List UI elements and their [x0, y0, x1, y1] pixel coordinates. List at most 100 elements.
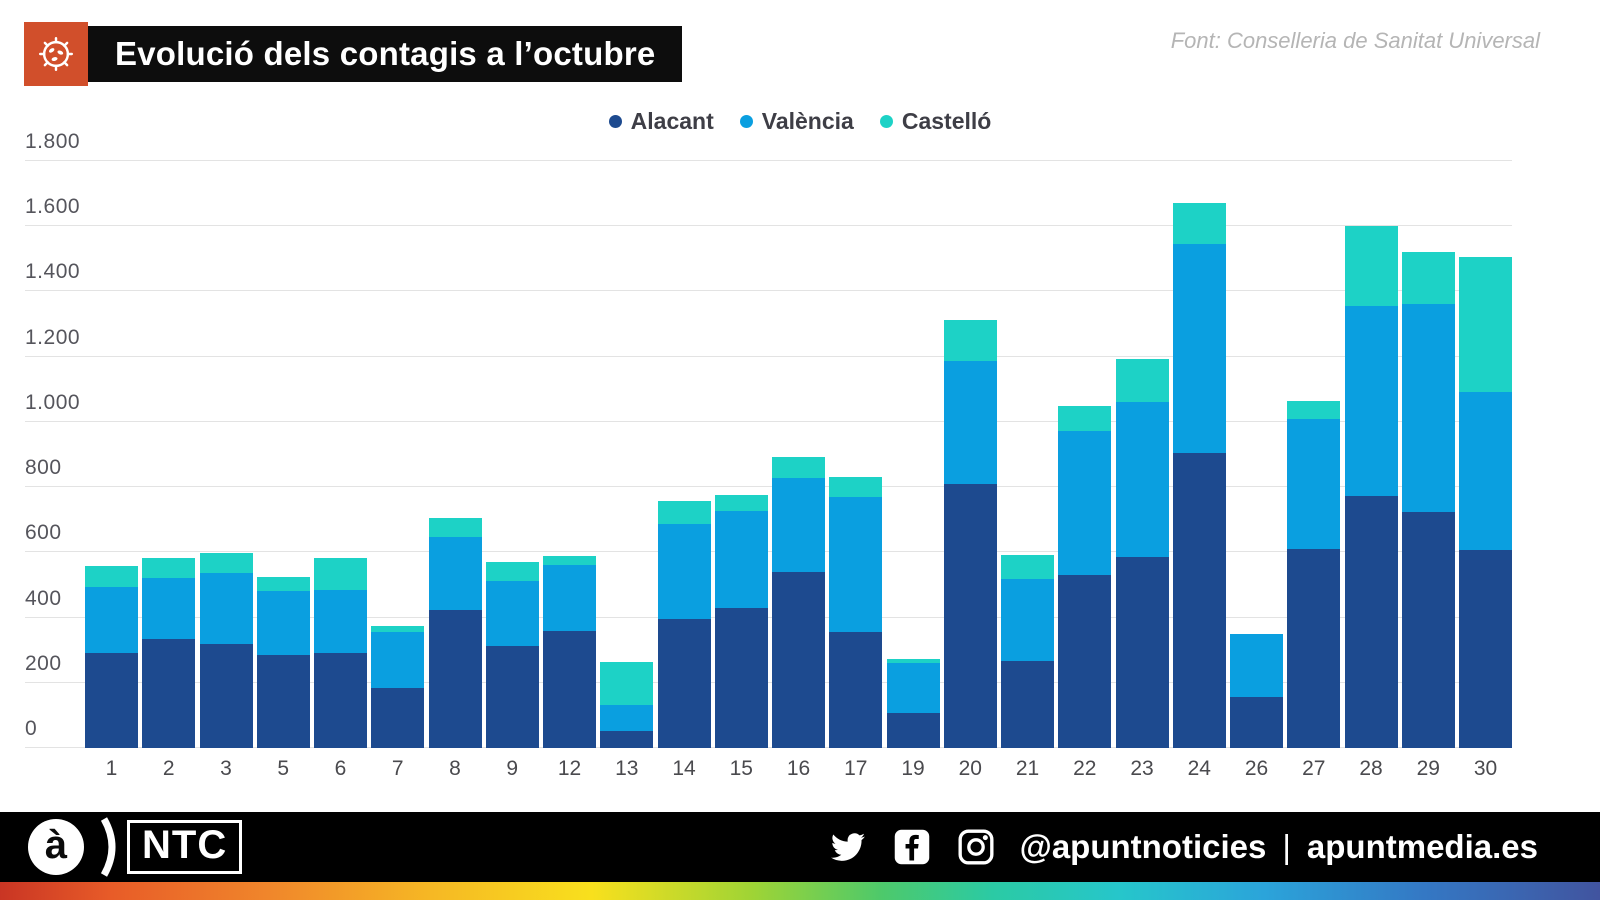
bar-segment-valència — [85, 586, 138, 654]
bar-day-6: 6 — [314, 161, 367, 780]
bar-segment-alacant — [1459, 550, 1512, 748]
bar-day-14: 14 — [657, 161, 711, 780]
gridline — [25, 616, 1512, 618]
x-tick-label: 29 — [1416, 757, 1440, 780]
bar-segment-castelló — [772, 457, 825, 479]
bar-segment-alacant — [256, 655, 310, 748]
instagram-icon — [958, 829, 994, 865]
bar-segment-alacant — [886, 713, 940, 748]
bar-segment-alacant — [371, 687, 425, 748]
header: Evolució dels contagis a l’octubre — [24, 22, 683, 86]
x-tick-label: 19 — [901, 757, 925, 780]
x-tick-label: 9 — [506, 757, 519, 780]
bar-segment-valència — [1230, 633, 1283, 698]
x-tick-label: 16 — [786, 757, 811, 780]
bar-segment-alacant — [199, 643, 253, 748]
source-attribution: Font: Conselleria de Sanitat Universal — [1170, 28, 1540, 53]
bars-layer: 1 2 3 5 6 7 8 9 12 13 14 15 16 17 19 20 21 22 23 24 26 27 28 29… — [85, 161, 1512, 780]
bar-segment-alacant — [772, 571, 825, 748]
legend-label: Alacant — [630, 108, 714, 134]
bar-day-29: 29 — [1401, 161, 1455, 780]
bar-segment-castelló — [1058, 405, 1112, 431]
bar-segment-alacant — [485, 646, 539, 748]
bar-segment-valència — [1401, 304, 1455, 512]
y-tick-label: 1.000 — [25, 390, 81, 414]
bar-segment-castelló — [543, 555, 596, 566]
website-url: apuntmedia.es — [1306, 828, 1538, 865]
bar-segment-castelló — [1115, 358, 1169, 403]
bar-segment-alacant — [543, 630, 596, 748]
bar-segment-valència — [199, 573, 253, 644]
bar-segment-alacant — [314, 653, 367, 748]
gridline — [25, 681, 1512, 683]
gridline — [25, 486, 1512, 488]
gridline — [25, 551, 1512, 553]
bar-segment-valència — [1172, 244, 1226, 453]
bar-segment-alacant — [1115, 556, 1169, 748]
bar-segment-castelló — [1459, 256, 1512, 393]
bar-segment-alacant — [1344, 496, 1398, 748]
x-tick-label: 15 — [729, 757, 753, 780]
bar-day-23: 23 — [1115, 161, 1169, 780]
gridline — [25, 225, 1512, 227]
x-tick-label: 5 — [277, 757, 290, 780]
apunt-logo: à — [28, 819, 84, 875]
bar-day-22: 22 — [1058, 161, 1112, 780]
bar-segment-alacant — [829, 632, 883, 748]
bar-segment-alacant — [600, 731, 654, 748]
bar-segment-valència — [256, 591, 310, 656]
bar-segment-castelló — [256, 577, 310, 592]
social-handle: @apuntnoticies — [1019, 828, 1267, 865]
bar-segment-valència — [1001, 579, 1054, 661]
bar-segment-alacant — [1001, 660, 1054, 748]
virus-icon — [24, 22, 88, 86]
bar-day-7: 7 — [371, 161, 425, 780]
bar-segment-valència — [1344, 306, 1398, 497]
bar-segment-valència — [1115, 402, 1169, 557]
x-tick-label: 1 — [105, 757, 118, 780]
bar-segment-castelló — [371, 626, 425, 632]
y-tick-label: 600 — [25, 521, 62, 545]
bar-segment-castelló — [1401, 251, 1455, 305]
x-tick-label: 2 — [162, 757, 175, 780]
bar-segment-castelló — [428, 518, 482, 538]
bar-segment-alacant — [428, 610, 482, 748]
bar-segment-valència — [714, 511, 768, 609]
x-tick-label: 21 — [1015, 757, 1040, 780]
bar-day-13: 13 — [600, 161, 654, 780]
bar-segment-castelló — [142, 558, 196, 579]
page-title: Evolució dels contagis a l’octubre — [88, 26, 683, 82]
y-tick-label: 1.200 — [25, 325, 81, 349]
bar-day-5: 5 — [256, 161, 310, 780]
bar-segment-alacant — [714, 608, 768, 748]
x-tick-label: 24 — [1187, 757, 1211, 780]
legend-label: Castelló — [901, 108, 992, 134]
virus-icon-glyph — [38, 36, 74, 72]
bar-segment-valència — [943, 360, 997, 484]
x-tick-label: 28 — [1359, 757, 1383, 780]
twitter-icon — [830, 833, 865, 861]
legend-label: València — [761, 108, 854, 134]
ntc-curve-icon — [98, 816, 124, 878]
bar-day-30: 30 — [1459, 161, 1512, 780]
bar-day-26: 26 — [1230, 161, 1283, 780]
footer-handles: @apuntnoticies | apuntmedia.es — [1020, 828, 1538, 866]
bar-day-27: 27 — [1287, 161, 1341, 780]
bar-segment-valència — [657, 524, 711, 620]
bar-segment-valència — [543, 565, 596, 631]
bar-day-8: 8 — [428, 161, 482, 780]
bar-segment-alacant — [142, 638, 196, 748]
bar-segment-valència — [428, 537, 482, 611]
x-tick-label: 8 — [449, 757, 461, 780]
bar-day-12: 12 — [543, 161, 596, 780]
legend-dot-valencia — [739, 115, 753, 128]
x-tick-label: 13 — [615, 757, 639, 780]
y-tick-label: 0 — [25, 717, 38, 740]
bar-segment-alacant — [1230, 697, 1283, 748]
bar-day-17: 17 — [829, 161, 883, 780]
bar-day-20: 20 — [943, 161, 997, 780]
bar-segment-castelló — [943, 320, 997, 361]
bar-day-21: 21 — [1001, 161, 1054, 780]
bar-segment-alacant — [1287, 549, 1341, 748]
bar-segment-castelló — [1287, 400, 1341, 419]
